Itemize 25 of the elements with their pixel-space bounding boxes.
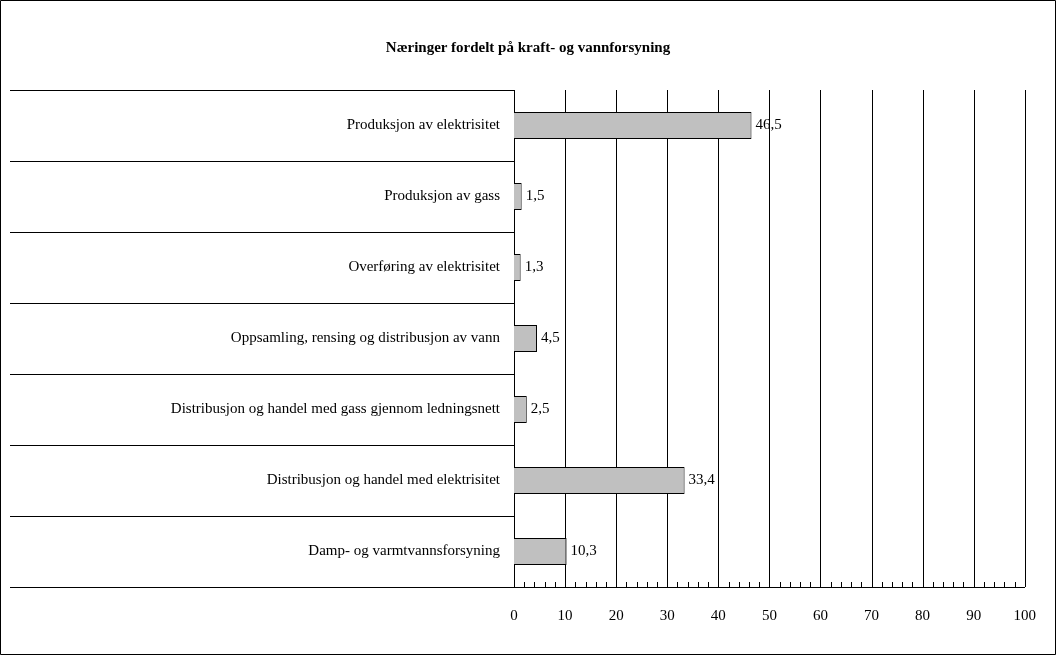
y-tick-label: Distribusjon og handel med elektrisitet bbox=[266, 471, 501, 488]
y-tick-label: Produksjon av gass bbox=[384, 187, 501, 204]
x-tick-label: 50 bbox=[761, 606, 777, 623]
data-label: 33,4 bbox=[688, 471, 716, 488]
data-label: 1,5 bbox=[525, 187, 545, 204]
x-tick-label: 80 bbox=[915, 606, 931, 623]
x-tick-label: 70 bbox=[864, 606, 880, 623]
x-tick-label: 60 bbox=[812, 606, 828, 623]
data-label: 1,3 bbox=[524, 258, 544, 275]
x-tick-label: 90 bbox=[966, 606, 982, 623]
y-tick-label: Produksjon av elektrisitet bbox=[346, 116, 501, 133]
x-tick-label: 30 bbox=[659, 606, 675, 623]
x-tick-label: 10 bbox=[557, 606, 573, 623]
y-tick-label: Overføring av elektrisitet bbox=[348, 258, 501, 275]
y-tick-label: Oppsamling, rensing og distribusjon av vann bbox=[230, 329, 501, 346]
y-tick-label: Damp- og varmtvannsforsyning bbox=[308, 542, 501, 559]
y-tick-label: Distribusjon og handel med gass gjennom ledningsnett bbox=[170, 400, 501, 417]
x-tick-label: 40 bbox=[710, 606, 726, 623]
x-tick-label: 100 bbox=[1013, 606, 1036, 623]
data-label: 4,5 bbox=[540, 329, 560, 346]
x-tick-label: 0 bbox=[510, 606, 518, 623]
data-label: 2,5 bbox=[530, 400, 550, 417]
data-label: 10,3 bbox=[570, 542, 597, 559]
x-tick-label: 20 bbox=[608, 606, 624, 623]
chart-title: Næringer fordelt på kraft- og vannforsyning bbox=[385, 38, 671, 55]
